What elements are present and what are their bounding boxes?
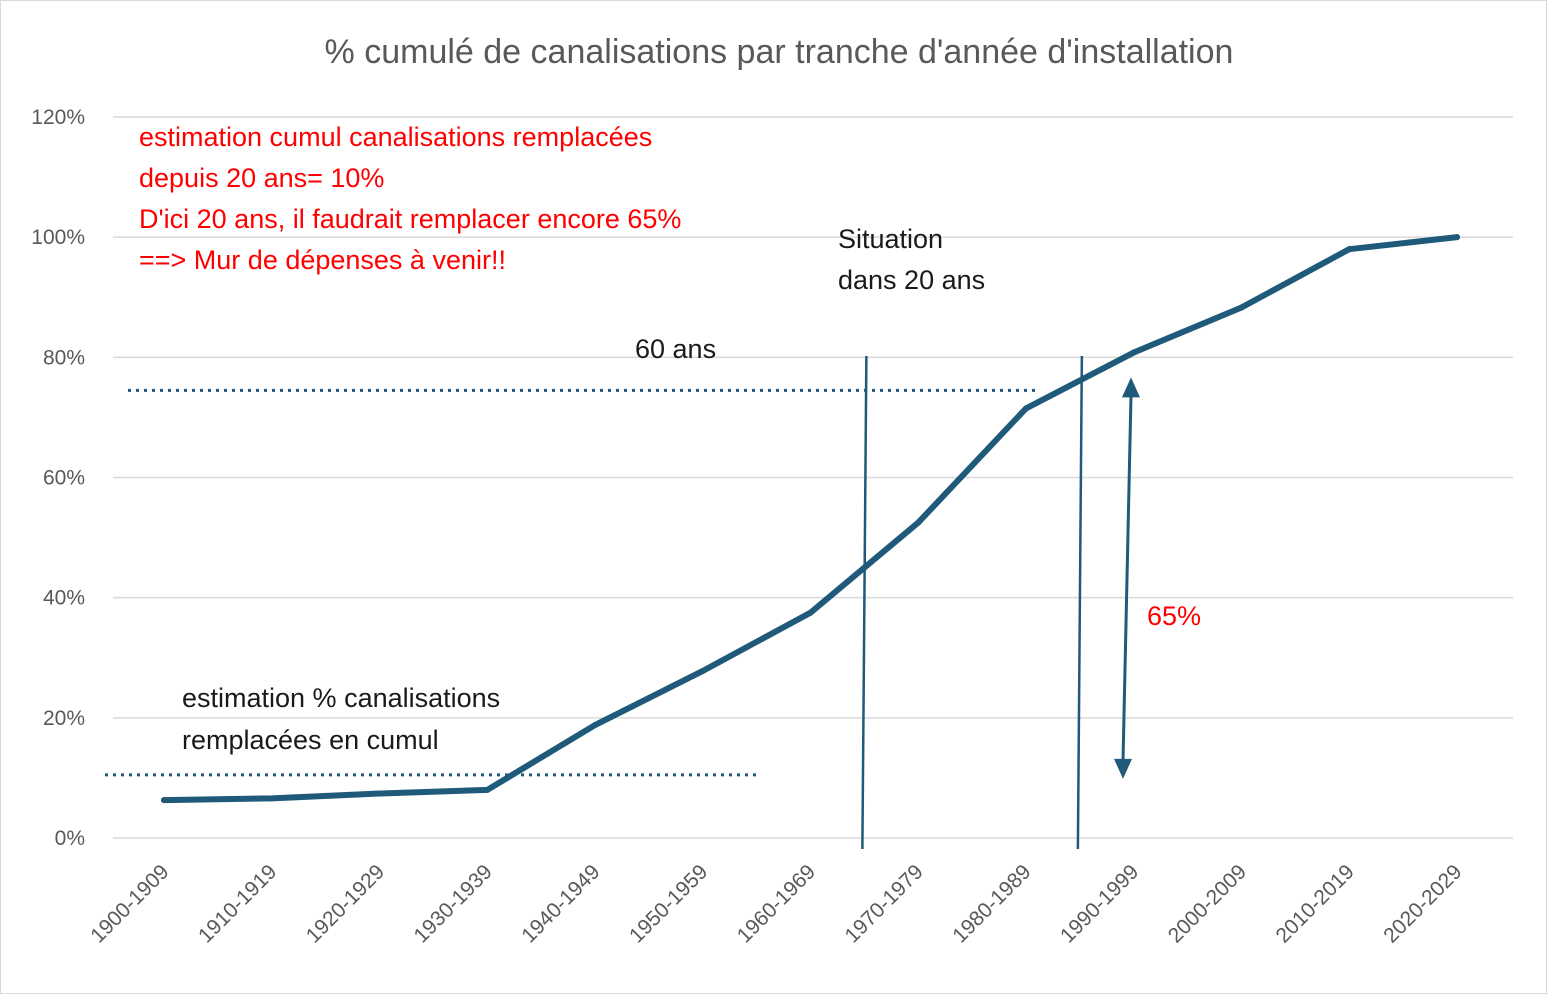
x-axis-ticks: 1900-1909 1910-1919 1920-1929 1930-1939 1940… [86, 860, 1466, 947]
vertical-line-twenty-years [1076, 355, 1084, 850]
y-axis-ticks: 0% 20% 40% 60% 80% 100% 120% [31, 106, 85, 850]
arrow-head-down [1114, 758, 1132, 779]
x-tick-label: 1950-1959 [625, 860, 712, 947]
y-tick-label: 20% [43, 707, 85, 730]
sixty-years-label: 60 ans [635, 334, 716, 364]
data-point [161, 797, 167, 804]
x-tick-label: 1970-1979 [841, 860, 928, 947]
series [161, 234, 1460, 804]
arrow-shaft [1121, 395, 1133, 761]
x-tick-label: 1990-1999 [1056, 860, 1143, 947]
series-line [161, 234, 1460, 804]
data-point [1130, 349, 1137, 356]
gridlines [113, 116, 1513, 839]
red-note-line-4: ==> Mur de dépenses à venir!! [139, 245, 506, 275]
x-tick-label: 2000-2009 [1164, 860, 1251, 947]
x-tick-label: 2020-2029 [1379, 860, 1466, 947]
data-point [1023, 405, 1029, 412]
y-tick-label: 100% [31, 226, 85, 249]
arrow-head-up [1122, 377, 1140, 398]
data-point [376, 790, 383, 797]
red-note-line-1: estimation cumul canalisations remplacée… [139, 122, 652, 152]
data-point [592, 722, 598, 729]
data-point [484, 786, 491, 793]
y-tick-label: 120% [31, 106, 85, 129]
x-tick-label: 1960-1969 [733, 860, 820, 947]
x-tick-label: 1910-1919 [194, 860, 281, 947]
situation-label-line-2: dans 20 ans [838, 265, 985, 295]
chart-title: % cumulé de canalisations par tranche d'… [325, 33, 1234, 71]
x-tick-label: 1900-1909 [86, 860, 173, 947]
annotations: estimation cumul canalisations remplacée… [139, 122, 1201, 755]
vertical-line-now [861, 355, 868, 850]
data-point [915, 519, 922, 526]
reference-lines [105, 355, 1140, 850]
replaced-label-line-2: remplacées en cumul [182, 725, 439, 755]
data-point [1454, 234, 1460, 241]
y-tick-label: 0% [55, 827, 85, 850]
data-point [1238, 304, 1245, 311]
y-tick-label: 60% [43, 467, 85, 490]
data-point [268, 795, 275, 802]
x-tick-label: 1980-1989 [948, 860, 1035, 947]
x-tick-label: 1920-1929 [302, 860, 389, 947]
x-tick-label: 1940-1949 [517, 860, 604, 947]
arrow-percent-label: 65% [1147, 601, 1201, 631]
y-tick-label: 80% [43, 346, 85, 369]
data-point [699, 667, 706, 674]
y-tick-label: 40% [43, 587, 85, 610]
data-point [1346, 246, 1353, 253]
data-point [807, 609, 814, 616]
x-tick-label: 2010-2019 [1272, 860, 1359, 947]
x-tick-label: 1930-1939 [410, 860, 497, 947]
replaced-label-line-1: estimation % canalisations [182, 683, 500, 713]
red-note-line-2: depuis 20 ans= 10% [139, 163, 384, 193]
red-note-line-3: D'ici 20 ans, il faudrait remplacer enco… [139, 204, 681, 234]
situation-label-line-1: Situation [838, 224, 943, 254]
